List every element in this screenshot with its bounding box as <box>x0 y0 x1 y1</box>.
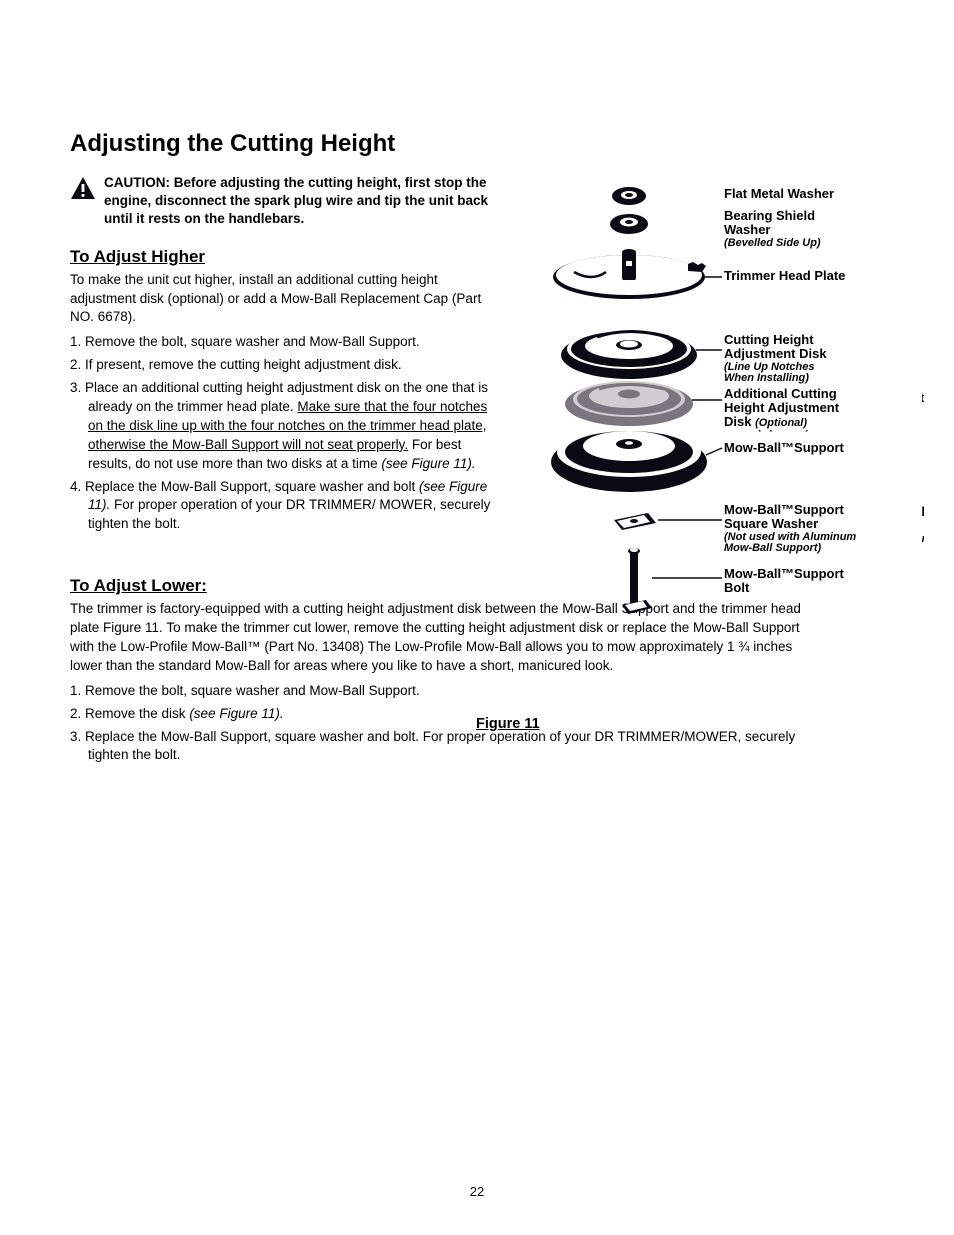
label-adj-line2: Adjustment Disk <box>724 346 827 361</box>
label-head-plate: Trimmer Head Plate <box>724 268 845 283</box>
label-flat-washer: Flat Metal Washer <box>724 186 834 201</box>
label-sqw-1: Mow-Ball™Support <box>724 502 845 517</box>
page-number: 22 <box>0 1184 954 1199</box>
label-adj-line1: Cutting Height <box>724 332 814 347</box>
higher-step-3: 3. Place an additional cutting height ad… <box>70 379 500 473</box>
higher-step-3-ref: (see Figure 11). <box>381 456 475 471</box>
figure-caption: Figure 11 <box>476 716 540 732</box>
heading-adjust-higher: To Adjust Higher <box>70 247 500 267</box>
label-mowball: Mow-Ball™Support <box>724 440 845 455</box>
lower-step-2: 2. Remove the disk (see Figure 11). <box>70 705 810 724</box>
label-addl-disk-line3: Disk (Optional) <box>724 414 807 429</box>
lower-step-1: 1. Remove the bolt, square washer and Mo… <box>70 682 810 701</box>
adjust-higher-intro: To make the unit cut higher, install an … <box>70 271 500 328</box>
label-adj-sub2: When Installing) <box>724 372 809 384</box>
higher-step-4-a: 4. Replace the Mow-Ball Support, square … <box>70 479 419 494</box>
lower-step-2-ref: (see Figure 11). <box>189 706 283 721</box>
label-addl-disk-line1: Additional Cutting <box>724 386 837 401</box>
lower-step-3: 3. Replace the Mow-Ball Support, square … <box>70 728 810 766</box>
warning-icon <box>70 176 96 205</box>
label-bshield-1: Bearing Shield <box>724 208 815 223</box>
higher-step-2: 2. If present, remove the cutting height… <box>70 356 500 375</box>
label-sqw-2: Square Washer <box>724 516 818 531</box>
figure-11-diagram: Flat Metal Washer Bearing Shield Washer … <box>544 180 924 635</box>
label-bshield-2: Washer <box>724 222 770 237</box>
higher-step-4: 4. Replace the Mow-Ball Support, square … <box>70 478 500 535</box>
label-addl-disk-line2: Height Adjustment <box>724 400 840 415</box>
page-title: Adjusting the Cutting Height <box>70 130 500 158</box>
label-bolt-2: Bolt <box>724 580 750 595</box>
caution-text: CAUTION: Before adjusting the cutting he… <box>104 174 500 229</box>
label-bshield-sub: (Bevelled Side Up) <box>724 237 821 249</box>
higher-step-1: 1. Remove the bolt, square washer and Mo… <box>70 333 500 352</box>
higher-step-4-b: For proper operation of your DR TRIMMER/… <box>88 497 490 531</box>
label-sqw-sub2: Mow-Ball Support) <box>724 542 821 554</box>
label-bolt-1: Mow-Ball™Support <box>724 566 845 581</box>
caution-box: CAUTION: Before adjusting the cutting he… <box>70 174 500 229</box>
lower-step-2-a: 2. Remove the disk <box>70 706 189 721</box>
